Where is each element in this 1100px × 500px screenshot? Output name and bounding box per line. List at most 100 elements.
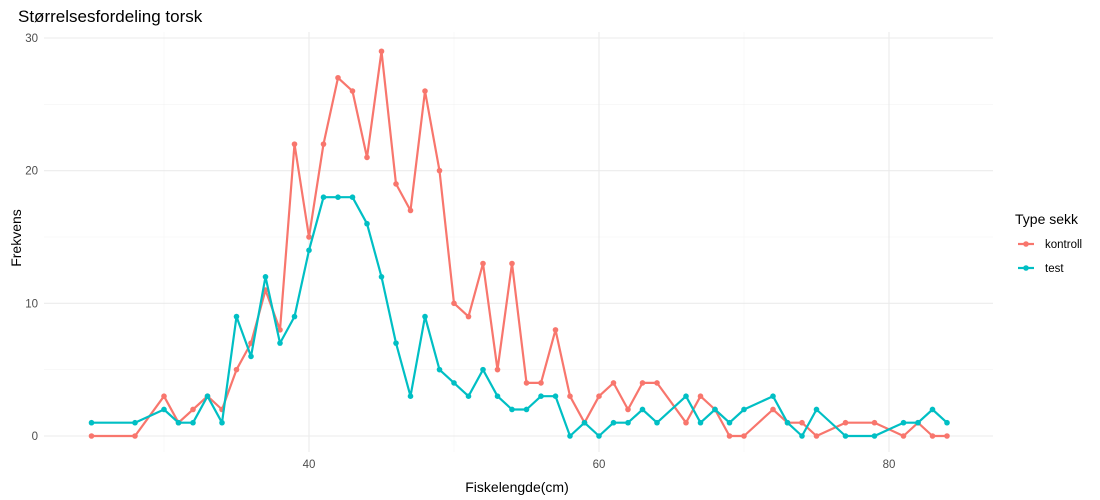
legend-key-point	[1023, 265, 1029, 271]
data-point	[190, 419, 196, 426]
data-point	[567, 433, 573, 439]
data-point	[407, 393, 414, 399]
data-point	[378, 48, 385, 55]
series-line	[91, 50, 947, 438]
data-point	[407, 207, 414, 214]
series-test	[88, 194, 950, 439]
x-tick-label: 60	[593, 459, 606, 471]
data-point	[88, 419, 95, 426]
x-axis-ticks: 40 60 80	[303, 459, 896, 471]
data-point	[393, 340, 399, 346]
data-point	[770, 393, 776, 399]
data-point	[175, 419, 182, 426]
data-point	[393, 181, 399, 187]
data-point	[944, 433, 950, 439]
data-point	[132, 419, 138, 426]
data-point	[291, 141, 298, 147]
data-point	[523, 380, 530, 386]
data-point	[349, 88, 356, 94]
y-tick-label: 0	[32, 431, 38, 443]
data-point	[88, 433, 95, 439]
data-point	[741, 433, 747, 439]
data-point	[799, 433, 805, 439]
data-point	[509, 406, 515, 413]
data-point	[306, 247, 312, 254]
data-point	[741, 406, 747, 413]
legend-item-test: test	[1018, 263, 1064, 275]
data-point	[233, 366, 240, 373]
legend-key-point	[1023, 241, 1029, 247]
data-point	[726, 419, 733, 426]
y-tick-label: 20	[25, 166, 38, 178]
data-point	[625, 406, 631, 413]
series-kontroll	[88, 48, 950, 439]
data-point	[538, 380, 544, 386]
data-point	[451, 300, 457, 307]
data-point	[219, 419, 225, 426]
data-point	[248, 353, 254, 360]
data-point	[813, 406, 820, 413]
data-point	[538, 393, 544, 399]
data-point	[161, 406, 167, 413]
chart-title: Størrelsesfordeling torsk	[18, 7, 203, 26]
data-point	[929, 433, 936, 439]
data-point	[190, 406, 196, 413]
grid-lines	[44, 32, 993, 452]
y-axis-ticks: 0 10 20 30	[25, 33, 38, 443]
data-point	[320, 141, 327, 147]
data-point	[233, 313, 240, 320]
data-point	[915, 419, 921, 426]
data-point	[610, 380, 617, 386]
data-point	[436, 366, 443, 373]
legend-item-kontroll: kontroll	[1018, 239, 1082, 251]
data-point	[581, 419, 588, 426]
data-point	[900, 419, 907, 426]
data-point	[697, 419, 704, 426]
data-point	[842, 419, 849, 426]
data-point	[378, 273, 385, 280]
x-tick-label: 80	[883, 459, 896, 471]
legend-label: test	[1045, 263, 1064, 275]
data-series	[88, 48, 950, 439]
data-point	[291, 313, 298, 320]
data-point	[494, 393, 501, 399]
data-point	[364, 220, 370, 227]
data-point	[480, 366, 486, 373]
data-point	[799, 419, 805, 426]
data-point	[161, 393, 167, 399]
data-point	[929, 406, 936, 413]
data-point	[567, 393, 573, 399]
data-point	[596, 393, 602, 399]
data-point	[277, 327, 283, 333]
data-point	[306, 234, 312, 240]
legend-title: Type sekk	[1015, 211, 1079, 227]
legend-label: kontroll	[1045, 239, 1082, 251]
y-tick-label: 10	[25, 298, 38, 310]
data-point	[480, 260, 486, 267]
data-point	[654, 380, 660, 386]
data-point	[596, 433, 602, 439]
data-point	[277, 340, 283, 346]
data-point	[625, 419, 631, 426]
data-point	[422, 88, 428, 94]
x-tick-label: 40	[303, 459, 316, 471]
data-point	[204, 393, 211, 399]
data-point	[871, 433, 878, 439]
data-point	[871, 419, 878, 426]
series-line	[91, 196, 948, 438]
data-point	[697, 393, 704, 399]
data-point	[494, 366, 501, 373]
data-point	[349, 194, 356, 200]
data-point	[509, 260, 515, 267]
y-axis-title: Frekvens	[8, 209, 24, 267]
data-point	[335, 74, 341, 81]
data-point	[842, 433, 849, 439]
data-point	[784, 419, 791, 426]
data-point	[770, 406, 776, 413]
data-point	[465, 313, 472, 320]
data-point	[683, 393, 689, 399]
data-point	[639, 406, 646, 413]
x-axis-title: Fiskelengde(cm)	[465, 479, 568, 495]
data-point	[436, 167, 443, 174]
